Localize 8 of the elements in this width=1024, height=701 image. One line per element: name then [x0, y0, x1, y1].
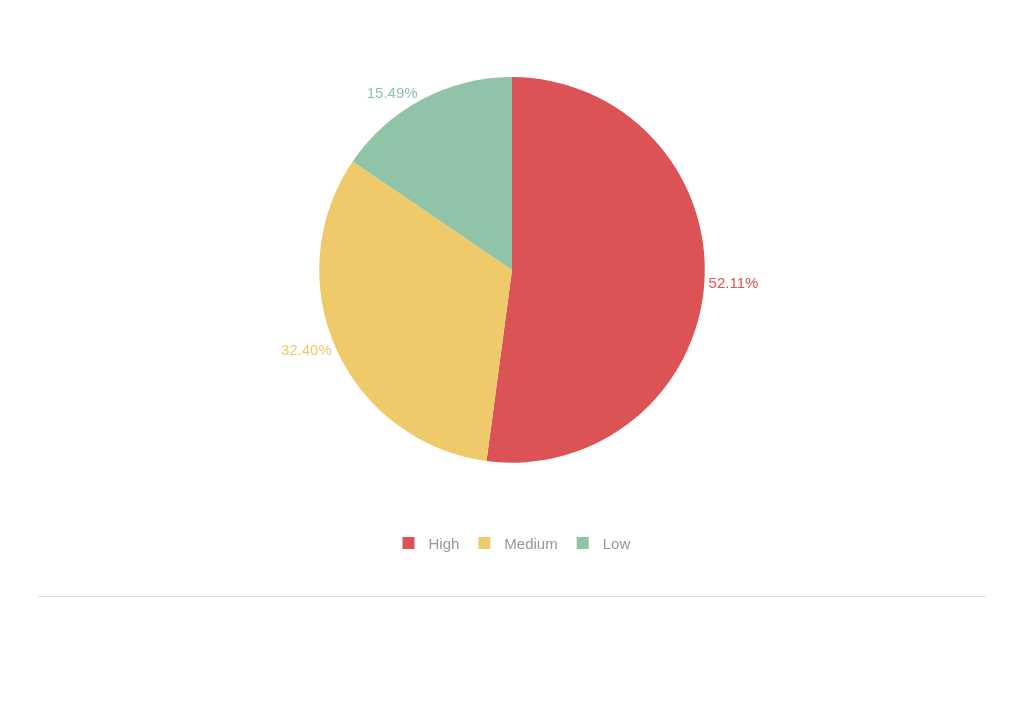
- pie-slice: [352, 77, 512, 270]
- data-label: 15.49%: [366, 84, 418, 102]
- pie-slice: [486, 77, 705, 463]
- data-label: 52.11%: [708, 274, 759, 292]
- data-label: 32.40%: [280, 341, 332, 359]
- legend-label: High: [428, 534, 460, 552]
- legend-label: Low: [602, 534, 631, 552]
- legend-label: Medium: [504, 534, 558, 552]
